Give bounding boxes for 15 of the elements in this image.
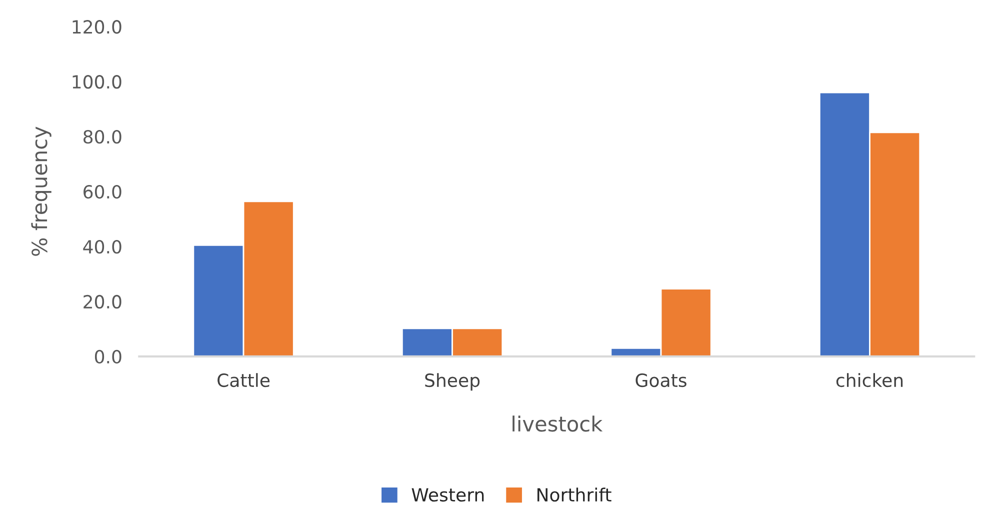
x-axis-title: livestock (512, 416, 603, 432)
y-tick-label: 80.0 (84, 130, 122, 144)
y-tick-label: 100.0 (72, 75, 122, 89)
x-tick-label: Cattle (218, 373, 270, 388)
y-tick-label: 120.0 (72, 20, 122, 34)
y-tick-label: 40.0 (83, 240, 122, 254)
legend-label: Northrift (537, 488, 612, 502)
y-tick-label: 0.0 (94, 350, 122, 364)
x-tick-label: Sheep (425, 373, 480, 391)
y-axis-title: % frequency (31, 126, 52, 256)
y-tick-label: 60.0 (84, 184, 122, 199)
legend-label: Western (412, 488, 484, 502)
y-tick-label: 20.0 (84, 294, 122, 309)
x-tick-label: chicken (836, 373, 903, 388)
x-tick-label: Goats (636, 373, 686, 388)
